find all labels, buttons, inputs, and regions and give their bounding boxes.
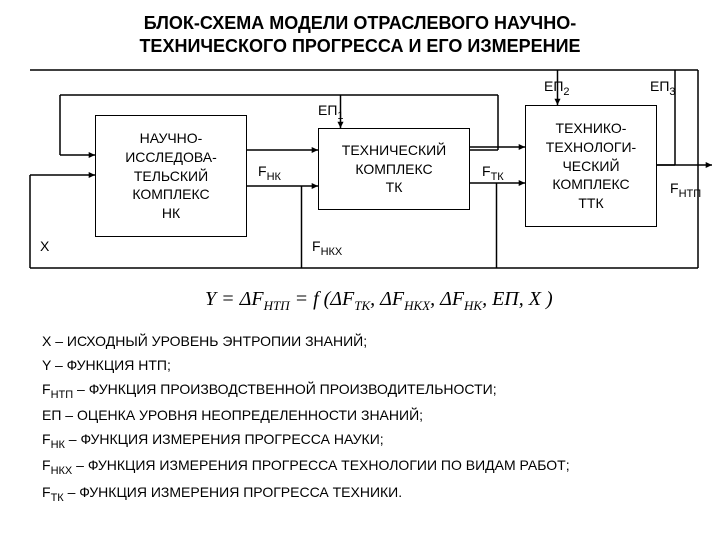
- label-x: X: [40, 238, 49, 254]
- legend-line: FТК – ФУНКЦИЯ ИЗМЕРЕНИЯ ПРОГРЕССА ТЕХНИК…: [42, 481, 702, 507]
- block-nk: НАУЧНО- ИССЛЕДОВА- ТЕЛЬСКИЙ КОМПЛЕКС НК: [95, 115, 247, 237]
- legend-line: FНТП – ФУНКЦИЯ ПРОИЗВОДСТВЕННОЙ ПРОИЗВОД…: [42, 378, 702, 404]
- legend-line: X – ИСХОДНЫЙ УРОВЕНЬ ЭНТРОПИИ ЗНАНИЙ;: [42, 330, 702, 354]
- legend-line: FНК – ФУНКЦИЯ ИЗМЕРЕНИЯ ПРОГРЕССА НАУКИ;: [42, 428, 702, 454]
- label-ep2: ЕП2: [544, 78, 570, 98]
- legend-line: FНКХ – ФУНКЦИЯ ИЗМЕРЕНИЯ ПРОГРЕССА ТЕХНО…: [42, 454, 702, 480]
- legend-line: ЕП – ОЦЕНКА УРОВНЯ НЕОПРЕДЕЛЕННОСТИ ЗНАН…: [42, 404, 702, 428]
- label-fnk: FНК: [258, 163, 281, 183]
- legend: X – ИСХОДНЫЙ УРОВЕНЬ ЭНТРОПИИ ЗНАНИЙ; Y …: [42, 330, 702, 507]
- block-tk: ТЕХНИЧЕСКИЙ КОМПЛЕКС ТК: [318, 128, 470, 210]
- label-ep3: ЕП3: [650, 78, 676, 98]
- diagram-title: БЛОК-СХЕМА МОДЕЛИ ОТРАСЛЕВОГО НАУЧНО- ТЕ…: [0, 12, 720, 59]
- block-ttk: ТЕХНИКО- ТЕХНОЛОГИ- ЧЕСКИЙ КОМПЛЕКС ТТК: [525, 105, 657, 227]
- label-fnkx: FНКХ: [312, 238, 342, 258]
- formula: Y = ΔFНТП = f (ΔFТК, ΔFНКХ, ΔFНК, ЕП, X …: [205, 288, 553, 314]
- legend-line: Y – ФУНКЦИЯ НТП;: [42, 354, 702, 378]
- label-fntp: FНТП: [670, 180, 701, 200]
- label-ftk: FТК: [482, 163, 504, 183]
- label-ep1: ЕП1: [318, 102, 344, 122]
